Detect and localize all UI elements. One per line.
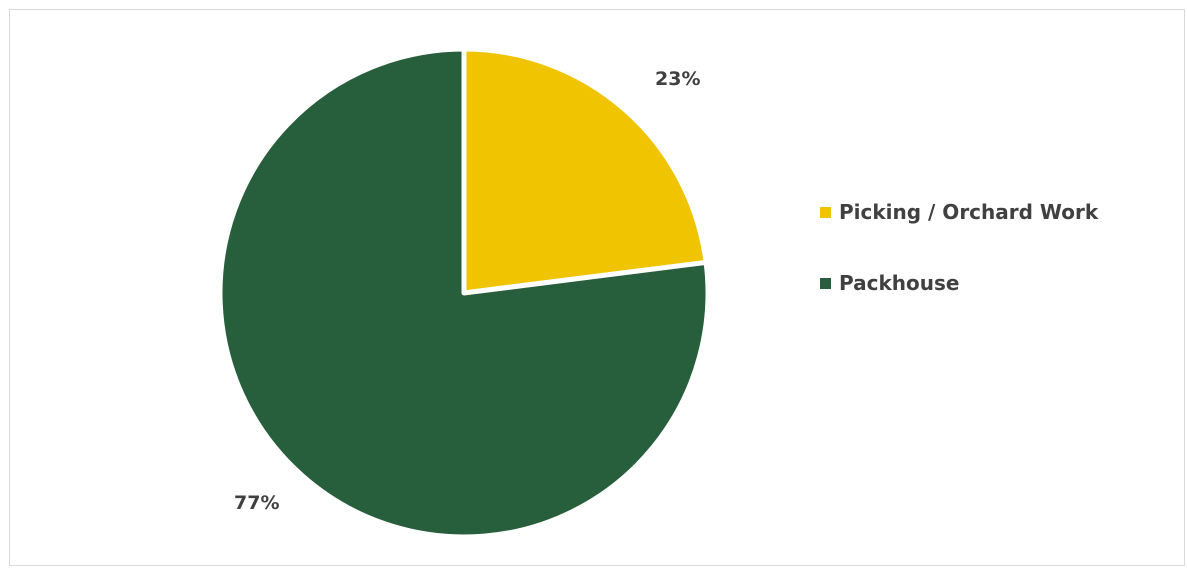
legend: Picking / Orchard Work Packhouse [820, 195, 1098, 337]
legend-swatch-picking [820, 206, 831, 218]
slice-label-packhouse: 77% [234, 492, 280, 514]
legend-label-packhouse: Packhouse [839, 271, 960, 295]
slice-picking[interactable] [461, 46, 709, 296]
slice-label-picking: 23% [655, 68, 701, 90]
legend-label-picking: Picking / Orchard Work [839, 200, 1099, 224]
legend-item-picking[interactable]: Picking / Orchard Work [820, 195, 1098, 229]
slice-packhouse[interactable] [217, 46, 711, 540]
legend-swatch-packhouse [820, 277, 831, 289]
legend-item-packhouse[interactable]: Packhouse [820, 266, 1098, 300]
